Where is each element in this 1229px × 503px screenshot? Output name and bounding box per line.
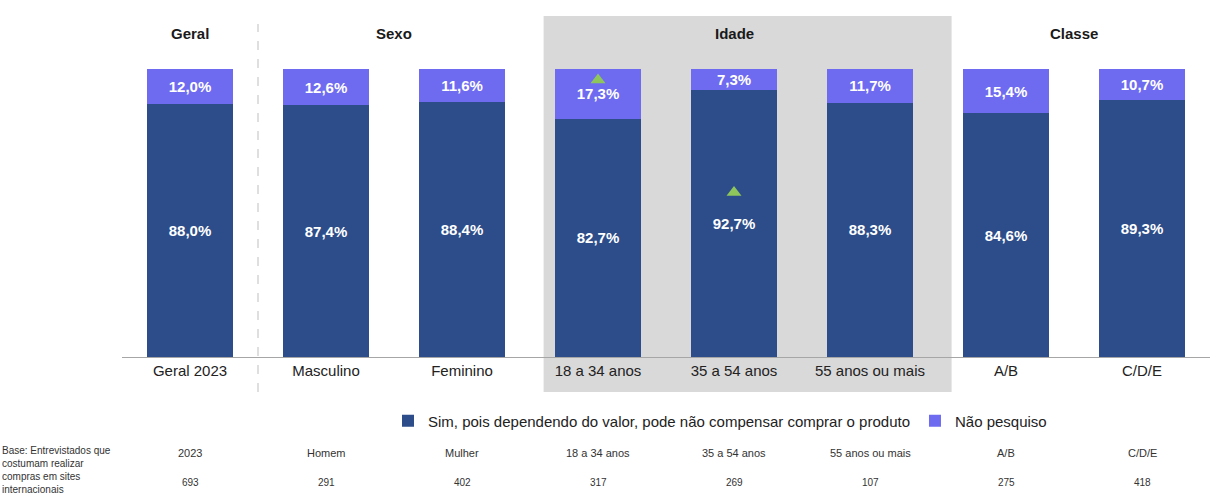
svg-text:317: 317: [590, 477, 607, 488]
svg-text:18 a 34 anos: 18 a 34 anos: [555, 362, 642, 379]
svg-text:12,0%: 12,0%: [169, 78, 212, 95]
svg-text:269: 269: [726, 477, 743, 488]
svg-text:Mulher: Mulher: [445, 447, 479, 459]
svg-text:Idade: Idade: [715, 25, 754, 42]
svg-text:Sexo: Sexo: [376, 25, 412, 42]
svg-text:2023: 2023: [178, 447, 202, 459]
svg-text:Classe: Classe: [1050, 25, 1098, 42]
svg-text:Masculino: Masculino: [292, 362, 360, 379]
svg-text:107: 107: [862, 477, 879, 488]
svg-text:275: 275: [998, 477, 1015, 488]
svg-text:A/B: A/B: [994, 362, 1018, 379]
svg-text:Feminino: Feminino: [431, 362, 493, 379]
svg-text:402: 402: [454, 477, 471, 488]
svg-text:11,6%: 11,6%: [441, 77, 483, 94]
svg-text:15,4%: 15,4%: [985, 83, 1028, 100]
svg-text:693: 693: [182, 477, 199, 488]
svg-text:7,3%: 7,3%: [717, 71, 751, 88]
svg-text:11,7%: 11,7%: [849, 77, 891, 94]
svg-text:88,0%: 88,0%: [169, 222, 212, 239]
svg-text:82,7%: 82,7%: [577, 229, 620, 246]
svg-text:10,7%: 10,7%: [1121, 76, 1164, 93]
svg-text:87,4%: 87,4%: [305, 223, 348, 240]
svg-text:A/B: A/B: [997, 447, 1015, 459]
svg-text:35 a 54 anos: 35 a 54 anos: [702, 447, 766, 459]
svg-text:18 a 34 anos: 18 a 34 anos: [566, 447, 630, 459]
svg-text:92,7%: 92,7%: [713, 215, 756, 232]
svg-text:C/D/E: C/D/E: [1128, 447, 1157, 459]
svg-text:88,3%: 88,3%: [849, 221, 892, 238]
svg-text:Homem: Homem: [307, 447, 346, 459]
svg-text:17,3%: 17,3%: [577, 85, 620, 102]
svg-text:89,3%: 89,3%: [1121, 220, 1164, 237]
svg-text:55 anos ou mais: 55 anos ou mais: [830, 447, 911, 459]
svg-text:Geral: Geral: [171, 25, 209, 42]
svg-text:C/D/E: C/D/E: [1122, 362, 1162, 379]
svg-text:Geral 2023: Geral 2023: [153, 362, 227, 379]
svg-text:55 anos ou mais: 55 anos ou mais: [815, 362, 925, 379]
svg-text:12,6%: 12,6%: [305, 79, 348, 96]
svg-text:291: 291: [318, 477, 335, 488]
svg-text:84,6%: 84,6%: [985, 227, 1028, 244]
svg-text:35 a 54 anos: 35 a 54 anos: [691, 362, 778, 379]
svg-text:Base: Entrevistados quecostuma: Base: Entrevistados quecostumam realizar…: [2, 445, 111, 495]
svg-text:418: 418: [1134, 477, 1151, 488]
svg-text:Sim, pois dependendo do valor,: Sim, pois dependendo do valor, pode não …: [428, 413, 910, 430]
svg-text:88,4%: 88,4%: [441, 221, 484, 238]
svg-text:Não pesquiso: Não pesquiso: [955, 413, 1047, 430]
